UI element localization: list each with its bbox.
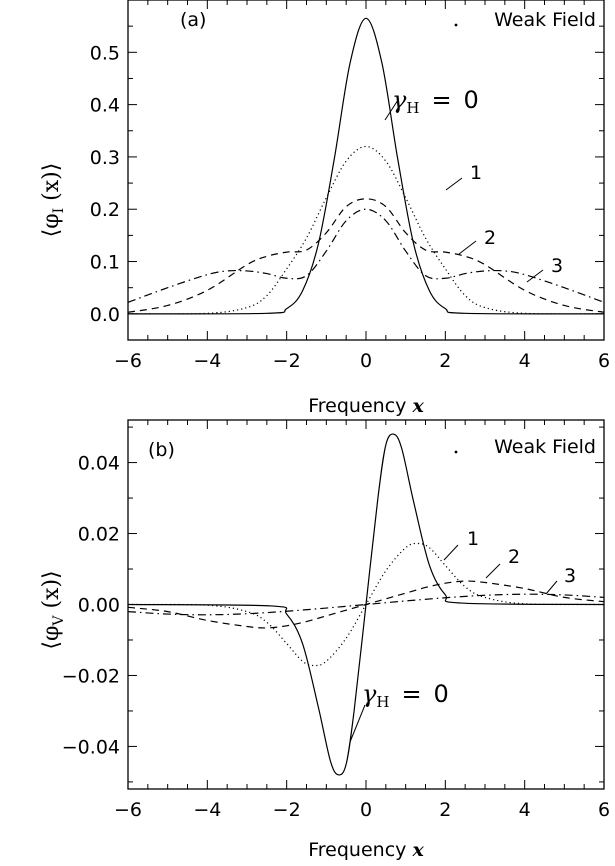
- panel-a-ylabel-tail: (x)⟩: [39, 163, 64, 208]
- series-1-line: [127, 145, 605, 315]
- panel-b-xlabel-var: x: [411, 839, 424, 861]
- panel-b-curve-label-2: 2: [508, 546, 520, 568]
- panel-a-gamma: γ: [392, 86, 407, 114]
- panel-b-leader-3: [545, 580, 558, 595]
- panel-b-leader-2: [485, 563, 501, 579]
- panel-a-frame: [127, 0, 605, 341]
- panel-a-ylabel-sub: I: [51, 208, 67, 214]
- panel-a-xlabel-var: x: [411, 395, 424, 417]
- x-tick-label: −2: [273, 799, 301, 821]
- panel-b-ylabel: ⟨φV (x)⟩: [39, 570, 67, 649]
- x-tick-label: −6: [114, 350, 142, 372]
- panel-a: −6 −4 −2 0 2 4 6 0.0 0.1 0.2 0.3 0.4 0.5 (a) Weak Fi…: [39, 0, 610, 417]
- panel-a-ylabel-main: ⟨φ: [39, 213, 64, 237]
- panel-b-ylabel-tail: (x)⟩: [39, 570, 64, 615]
- panel-a-ylabel: ⟨φI (x)⟩: [39, 163, 67, 238]
- panel-b-curve-label-3: 3: [564, 565, 576, 587]
- series-3-line: [127, 208, 605, 303]
- x-tick-label: 0: [360, 350, 372, 372]
- x-tick-label: 6: [598, 799, 610, 821]
- panel-b-corner-label: Weak Field: [494, 436, 596, 458]
- panel-a-gamma-sub: H: [406, 99, 419, 117]
- y-tick-label: 0.5: [90, 42, 120, 64]
- panel-b: −6 −4 −2 0 2 4 6 −0.04 −0.02 0.00 0.02 0.04 (b) Wea…: [39, 419, 610, 861]
- panel-b-equals: =: [401, 680, 421, 708]
- x-tick-label: −2: [273, 350, 301, 372]
- y-tick-label: 0.00: [78, 595, 120, 617]
- y-tick-label: 0.2: [90, 199, 120, 221]
- x-tick-label: 0: [360, 799, 372, 821]
- panel-b-curve-label-0: γH = 0: [362, 680, 449, 711]
- panel-a-xlabel: Frequency x: [308, 395, 424, 417]
- panel-a-corner-label: Weak Field: [494, 9, 596, 31]
- series-0-line: [127, 17, 605, 315]
- panel-a-leader-2: [458, 240, 477, 255]
- x-tick-label: 4: [519, 350, 531, 372]
- panel-b-xlabel: Frequency x: [308, 839, 424, 861]
- panel-b-leader-0: [349, 704, 366, 743]
- panel-a-curve-label-2: 2: [484, 227, 496, 249]
- panel-b-gamma-sub: H: [376, 693, 389, 711]
- y-tick-label: 0.04: [78, 453, 120, 475]
- panel-a-curve-label-3: 3: [551, 255, 563, 277]
- panel-a-leader-1: [445, 177, 463, 191]
- panel-a-curve-label-0: γH = 0: [392, 86, 479, 117]
- y-tick-label: −0.04: [62, 736, 120, 758]
- panel-a-label: (a): [180, 9, 206, 31]
- x-tick-label: 6: [598, 350, 610, 372]
- panel-a-equals: =: [431, 86, 451, 114]
- panel-b-zero: 0: [434, 680, 449, 708]
- y-tick-label: 0.3: [90, 147, 120, 169]
- x-tick-label: −4: [193, 799, 221, 821]
- panel-b-xlabel-prefix: Frequency: [308, 839, 412, 861]
- panel-a-curve-label-1: 1: [470, 162, 482, 184]
- panel-b-corner-dot: [454, 450, 458, 454]
- panel-b-ylabel-main: ⟨φ: [39, 626, 64, 650]
- y-tick-label: −0.02: [62, 665, 120, 687]
- series-2-line: [127, 198, 605, 313]
- panel-a-corner-dot: [454, 23, 458, 27]
- x-tick-label: 2: [439, 799, 451, 821]
- panel-b-leader-1: [443, 544, 459, 561]
- y-tick-label: 0.0: [90, 304, 120, 326]
- x-tick-label: −4: [193, 350, 221, 372]
- panel-a-zero: 0: [464, 86, 479, 114]
- y-tick-label: 0.02: [78, 524, 120, 546]
- series-3-line: [127, 593, 605, 616]
- y-tick-label: 0.4: [90, 95, 120, 117]
- panel-b-curve-label-1: 1: [467, 528, 479, 550]
- panel-a-leader-3: [526, 269, 544, 283]
- x-tick-label: 2: [439, 350, 451, 372]
- panel-b-gamma: γ: [362, 680, 377, 708]
- y-tick-label: 0.1: [90, 252, 120, 274]
- panel-b-label: (b): [148, 439, 175, 461]
- x-tick-label: 4: [519, 799, 531, 821]
- series-2-line: [127, 580, 605, 629]
- x-tick-label: −6: [114, 799, 142, 821]
- panel-a-xlabel-prefix: Frequency: [308, 395, 412, 417]
- panel-b-ylabel-sub: V: [51, 615, 67, 627]
- panel-a-leader-0: [384, 99, 399, 121]
